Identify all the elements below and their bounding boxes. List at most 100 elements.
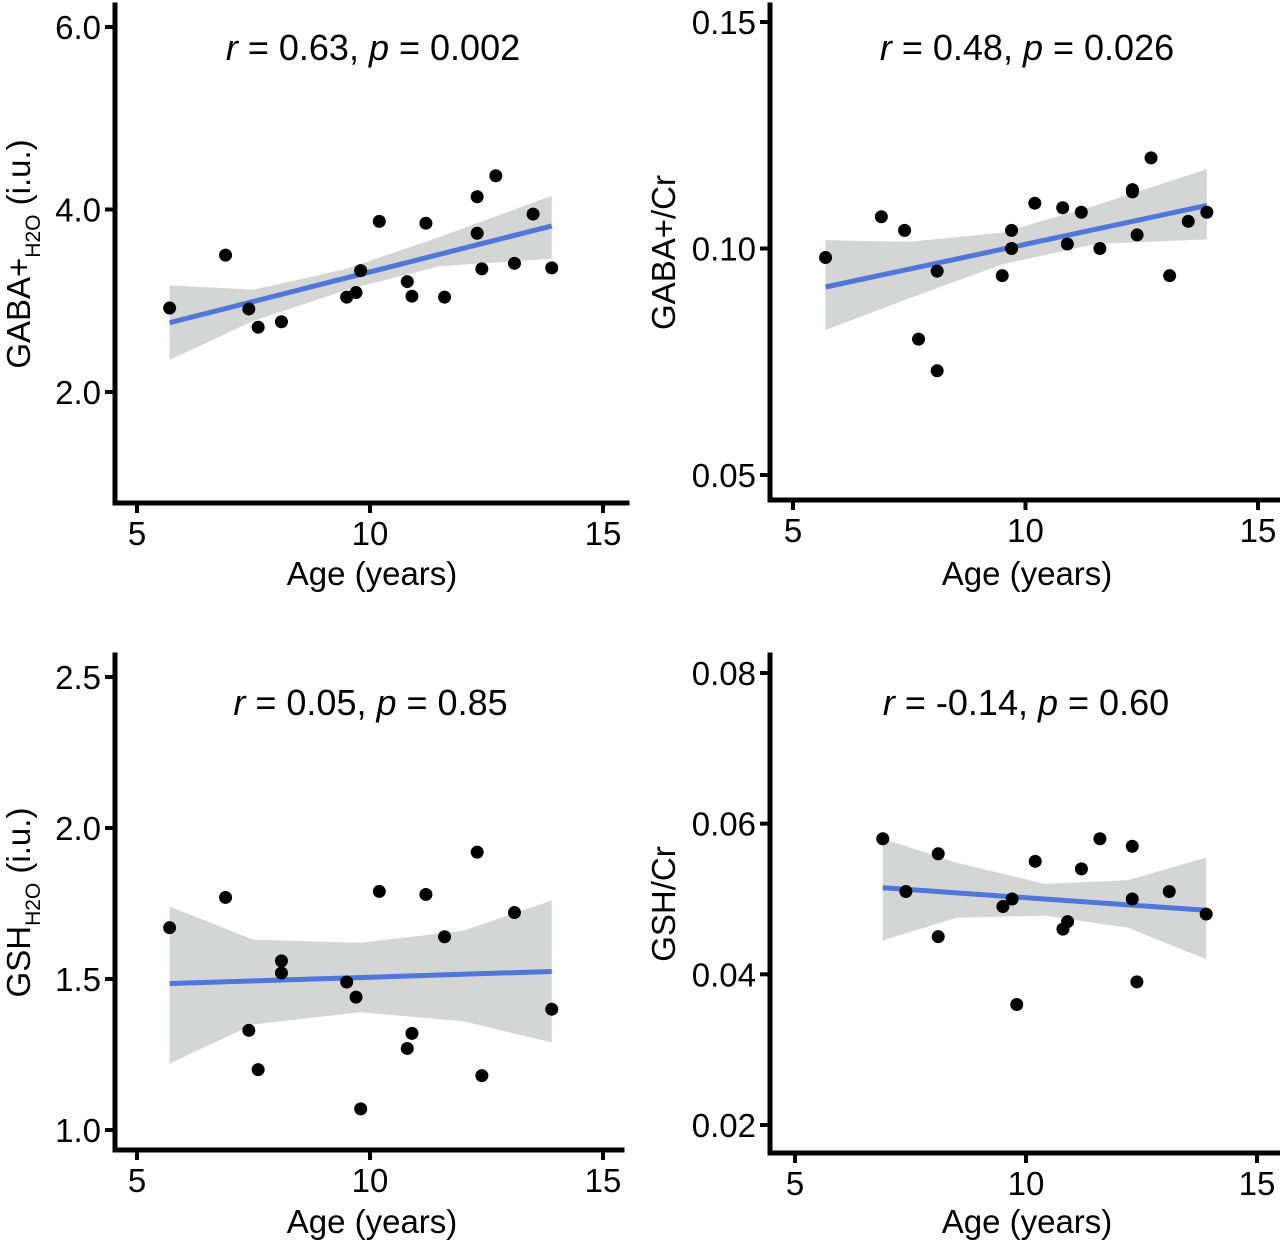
y-axis-title-main: GABA+ (0, 258, 37, 369)
y-tick-label: 2.5 (55, 659, 101, 696)
y-tick-label: 0.15 (692, 4, 756, 41)
data-point (526, 207, 540, 221)
data-point (438, 930, 452, 944)
x-tick-label: 15 (585, 1162, 622, 1199)
data-point (419, 887, 433, 901)
y-axis-title-subscript: H2O (22, 883, 45, 926)
data-point (242, 1023, 256, 1037)
y-tick-label: 0.08 (692, 655, 756, 692)
data-point (475, 1069, 489, 1083)
data-point (1163, 269, 1177, 283)
y-axis-title: GSHH2O (i.u.) (0, 808, 45, 998)
data-point (372, 214, 386, 228)
panel-gsh-h2o: 5 10 15 1.0 1.5 2.0 2.5 Age (years) GSHH2O (i.u.… (0, 652, 625, 1240)
data-point (470, 226, 484, 240)
x-tick-label: 10 (352, 1162, 389, 1199)
p-value: = 0.002 (389, 27, 520, 68)
y-axis-title-main: GSH (0, 926, 37, 998)
data-point (1125, 892, 1139, 906)
data-point (1125, 839, 1139, 853)
data-point (1005, 892, 1019, 906)
p-symbol: p (1022, 27, 1043, 68)
p-symbol: p (375, 682, 396, 723)
data-point (354, 264, 368, 278)
data-point (1005, 242, 1019, 255)
p-value: = 0.026 (1043, 27, 1174, 68)
data-point (251, 1063, 265, 1077)
data-point (354, 1102, 368, 1116)
r-symbol: r (880, 27, 894, 68)
data-point (912, 332, 926, 346)
data-point (400, 275, 414, 289)
data-point (219, 890, 233, 904)
y-axis-title: GABA+H2O (i.u.) (0, 139, 45, 368)
confidence-band (169, 900, 552, 1064)
p-symbol: p (368, 27, 389, 68)
data-point (438, 290, 452, 304)
data-point (507, 906, 521, 920)
y-axis-title-main: GSH/Cr (645, 846, 682, 962)
x-axis-title: Age (years) (287, 1203, 458, 1240)
x-tick-label: 10 (1007, 512, 1044, 549)
data-point (1028, 854, 1042, 868)
data-point (349, 990, 363, 1004)
r-symbol: r (883, 682, 897, 723)
data-point (163, 301, 177, 315)
panel-gaba-cr: 5 10 15 0.05 0.10 0.15 Age (years) GABA+/Cr r = … (645, 2, 1280, 592)
panel-gsh-cr: 5 10 15 0.02 0.04 0.06 0.08 Age (years) GSH/Cr r … (645, 652, 1280, 1240)
data-point (1130, 975, 1144, 989)
x-axis-title: Age (years) (942, 1203, 1113, 1240)
y-axis-title-subscript: H2O (22, 215, 45, 258)
y-tick-label: 4.0 (55, 192, 101, 229)
r-value: = 0.63, (238, 27, 369, 68)
data-point (470, 845, 484, 859)
x-axis-title: Age (years) (287, 555, 458, 592)
r-value: = 0.05, (245, 682, 376, 723)
y-tick-label: 2.0 (55, 374, 101, 411)
data-point (1028, 196, 1042, 210)
x-tick-label: 5 (786, 1165, 804, 1202)
data-point (1060, 237, 1074, 251)
correlation-annotation: r = 0.48, p = 0.026 (880, 27, 1174, 68)
data-point (1200, 205, 1214, 219)
correlation-annotation: r = 0.05, p = 0.85 (233, 682, 507, 723)
confidence-band (169, 195, 552, 361)
y-axis-title: GABA+/Cr (645, 175, 682, 330)
y-tick-label: 1.5 (55, 961, 101, 998)
y-tick-label: 0.05 (692, 457, 756, 494)
data-point (898, 223, 912, 237)
data-point (400, 1041, 414, 1055)
panel-gaba-h2o: 5 10 15 2.0 4.0 6.0 Age (years) GABA+H2O (i.u.)… (0, 2, 630, 592)
correlation-annotation: r = 0.63, p = 0.002 (226, 27, 520, 68)
y-tick-label: 2.0 (55, 810, 101, 847)
data-point (219, 248, 233, 262)
data-point (876, 832, 890, 846)
data-point (1144, 151, 1158, 165)
data-point (274, 966, 288, 980)
data-point (405, 1026, 419, 1040)
y-axis-title-suffix: (i.u.) (0, 139, 37, 214)
data-point (819, 251, 833, 265)
x-tick-label: 15 (585, 515, 622, 552)
data-point (470, 190, 484, 204)
x-axis-title: Age (years) (942, 555, 1113, 592)
data-point (995, 269, 1009, 283)
x-tick-label: 5 (128, 1162, 146, 1199)
r-value: = -0.14, (895, 682, 1038, 723)
r-symbol: r (233, 682, 247, 723)
p-value: = 0.85 (397, 682, 508, 723)
data-point (1125, 185, 1139, 199)
data-point (274, 315, 288, 329)
data-point (1093, 242, 1107, 255)
data-point (251, 320, 265, 334)
x-tick-label: 10 (1008, 1165, 1045, 1202)
data-point (349, 286, 363, 300)
data-point (372, 884, 386, 898)
data-point (1005, 223, 1019, 237)
data-point (931, 847, 945, 861)
data-point (996, 900, 1010, 914)
data-point (1010, 997, 1024, 1011)
y-tick-label: 6.0 (55, 9, 101, 46)
data-point (930, 264, 944, 278)
data-point (340, 975, 354, 989)
